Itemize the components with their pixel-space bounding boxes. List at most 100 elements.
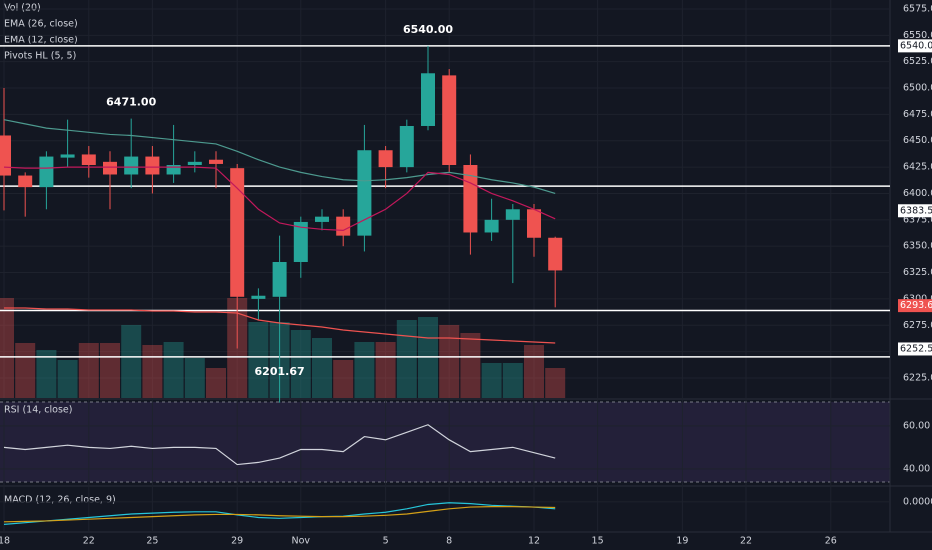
y-tick-label: 0.0000 xyxy=(903,496,932,507)
volume-bar xyxy=(184,358,205,398)
candle-body xyxy=(399,125,414,168)
x-tick-label: 25 xyxy=(146,536,158,547)
candle-body xyxy=(293,221,308,262)
y-tick-label: 60.00 xyxy=(903,420,930,431)
volume-bar xyxy=(502,363,523,398)
price-label: 6293.63 xyxy=(900,300,932,311)
y-tick-label: 6450.00 xyxy=(903,135,932,146)
volume-bar xyxy=(439,325,460,398)
candle-body xyxy=(39,156,54,188)
price-label: 6540.00 xyxy=(900,40,932,51)
y-tick-label: 6475.00 xyxy=(903,109,932,120)
x-tick-label: 15 xyxy=(592,536,604,547)
candle-body xyxy=(187,161,202,165)
price-label-box xyxy=(898,204,932,218)
volume-bar xyxy=(78,343,99,398)
y-tick-label: 6350.00 xyxy=(903,241,932,252)
volume-bar xyxy=(57,360,78,398)
price-label: 6383.59 xyxy=(900,205,932,216)
volume-bar xyxy=(206,368,226,398)
y-tick-label: 6500.00 xyxy=(903,83,932,94)
candle-body xyxy=(166,164,181,175)
y-tick-label: 6225.00 xyxy=(903,372,932,383)
indicator-label: Pivots HL (5, 5) xyxy=(4,51,76,62)
volume-bar xyxy=(142,345,163,398)
volume-bar xyxy=(333,360,354,398)
volume-bar xyxy=(248,322,269,398)
candle-body xyxy=(315,216,329,222)
pane-title: RSI (14, close) xyxy=(4,405,72,416)
price-label-box xyxy=(898,342,932,356)
candle-body xyxy=(272,261,287,297)
x-tick-label: 26 xyxy=(825,536,837,547)
pivot-high-label: 6471.00 xyxy=(106,96,156,109)
volume-bar xyxy=(100,343,120,398)
candle-body xyxy=(421,73,435,126)
y-tick-label: 6325.00 xyxy=(903,267,932,278)
series-line xyxy=(3,502,556,525)
indicator-label: EMA (26, close) xyxy=(4,19,78,30)
candle-body xyxy=(442,75,457,165)
candle-body xyxy=(357,150,372,236)
x-tick-label: 29 xyxy=(231,536,243,547)
series-line xyxy=(4,307,556,344)
indicator-label: Vol (20) xyxy=(4,3,41,14)
candle-body xyxy=(81,154,96,165)
candle-body xyxy=(548,237,563,271)
y-tick-label: 40.00 xyxy=(903,463,930,474)
x-tick-label: 22 xyxy=(83,536,95,547)
candle-body xyxy=(18,175,33,188)
candle-body xyxy=(484,219,499,233)
candle-body xyxy=(209,159,223,164)
candle-body xyxy=(124,156,139,175)
volume-bar xyxy=(545,368,566,398)
pane-title: MACD (12, 26, close, 9) xyxy=(4,495,116,506)
volume-bar xyxy=(163,342,184,398)
volume-bar xyxy=(481,363,502,398)
y-tick-label: 6300.00 xyxy=(903,293,932,304)
price-label-box xyxy=(898,299,932,313)
volume-bar xyxy=(0,298,14,398)
candle-body xyxy=(103,161,117,175)
x-tick-label: 8 xyxy=(446,536,452,547)
series-line xyxy=(3,424,556,466)
y-tick-label: 6550.00 xyxy=(903,30,932,41)
volume-bar xyxy=(290,330,311,398)
x-tick-label: 12 xyxy=(528,536,540,547)
pivot-low-label: 6201.67 xyxy=(255,365,305,378)
series-line xyxy=(3,119,556,195)
y-tick-label: 6400.00 xyxy=(903,188,932,199)
y-tick-label: 6275.00 xyxy=(903,320,932,331)
volume-bar xyxy=(312,338,332,398)
candle-body xyxy=(505,209,520,220)
volume-bar xyxy=(15,343,36,398)
rsi-band xyxy=(0,402,890,482)
volume-bar xyxy=(375,342,396,398)
candle-body xyxy=(378,150,393,168)
volume-bar xyxy=(121,325,142,398)
pivot-high-label: 6540.00 xyxy=(403,23,453,36)
volume-bar xyxy=(460,333,481,398)
price-label-box xyxy=(898,39,932,53)
candle-body xyxy=(145,156,160,175)
candle-body xyxy=(60,154,75,158)
x-tick-label: 18 xyxy=(0,536,10,547)
candle-body xyxy=(230,168,245,297)
y-tick-label: 6525.00 xyxy=(903,56,932,67)
volume-bar xyxy=(354,342,375,398)
x-tick-label: 5 xyxy=(383,536,389,547)
x-tick-label: Nov xyxy=(292,536,311,547)
candle-body xyxy=(336,216,351,236)
series-line xyxy=(3,506,556,523)
x-tick-label: 19 xyxy=(676,536,688,547)
candle-body xyxy=(0,135,11,176)
y-tick-label: 6375.00 xyxy=(903,214,932,225)
x-tick-label: 22 xyxy=(740,536,752,547)
volume-bar xyxy=(36,350,57,398)
indicator-label: EMA (12, close) xyxy=(4,35,78,46)
series-line xyxy=(3,166,556,231)
volume-bar xyxy=(524,345,544,398)
y-tick-label: 6425.00 xyxy=(903,162,932,173)
y-tick-label: 6575.00 xyxy=(903,3,932,14)
